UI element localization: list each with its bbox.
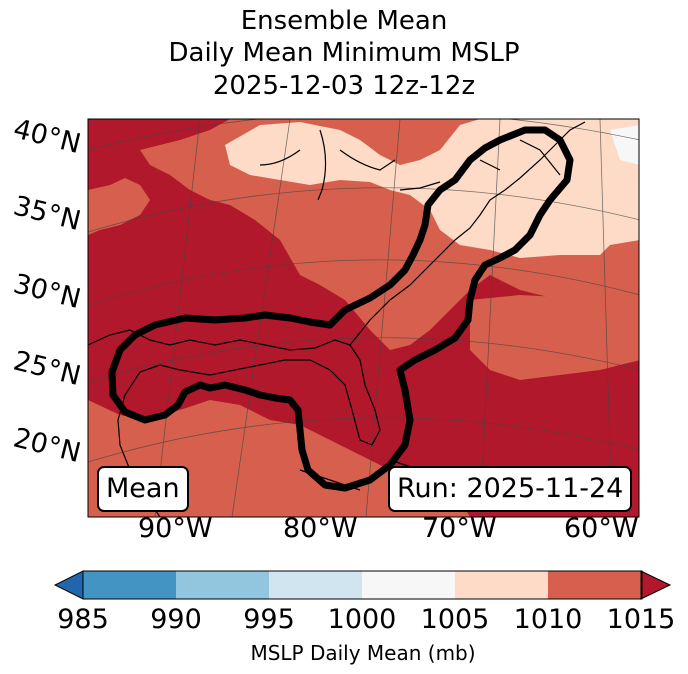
mean-label-box: Mean <box>97 466 189 512</box>
colorbar-tick-1005: 1005 <box>420 604 490 635</box>
colorbar-segment-995 <box>269 571 362 599</box>
title-line-3: 2025-12-03 12z-12z <box>212 71 476 101</box>
colorbar-segment-1000 <box>362 571 455 599</box>
mslp-contour-outline <box>108 126 574 492</box>
colorbar-tick-1000: 1000 <box>327 604 397 635</box>
colorbar-segment-990 <box>176 571 269 599</box>
colorbar-segment-1005 <box>455 571 548 599</box>
colorbar-extend-high <box>640 570 672 600</box>
colorbar-label: MSLP Daily Mean (mb) <box>250 641 476 665</box>
run-date-box: Run: 2025-11-24 <box>388 466 633 512</box>
colorbar-tick-995: 995 <box>243 604 295 635</box>
colorbar-tick-1015: 1015 <box>606 604 676 635</box>
lon-label-90w: 90°W <box>138 513 213 544</box>
mslp-field-1010-1015-east <box>470 290 639 380</box>
colorbar-segment-985 <box>83 571 176 599</box>
mslp-field-1010-1015-west <box>88 178 150 235</box>
lon-label-70w: 70°W <box>422 513 497 544</box>
colorbar-extend-low <box>53 570 84 600</box>
colorbar-segment-1010 <box>548 571 641 599</box>
title-line-1: Ensemble Mean <box>240 6 448 36</box>
colorbar-tick-1010: 1010 <box>513 604 583 635</box>
lon-label-80w: 80°W <box>283 513 358 544</box>
map-panel <box>87 118 640 518</box>
title-line-2: Daily Mean Minimum MSLP <box>168 38 520 68</box>
colorbar-tick-990: 990 <box>150 604 202 635</box>
colorbar-tick-985: 985 <box>57 604 109 635</box>
lon-label-60w: 60°W <box>564 513 639 544</box>
